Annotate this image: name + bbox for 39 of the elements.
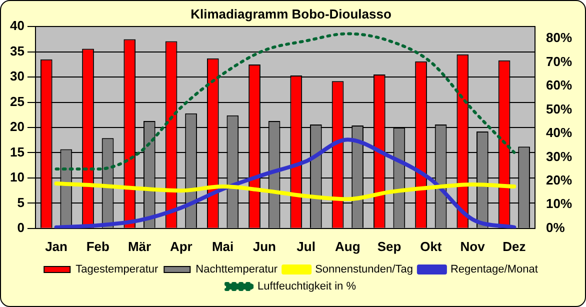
- y2-tick-label: 30%: [546, 148, 572, 164]
- x-tick-label: Apr: [170, 238, 192, 254]
- y2-tick-label: 10%: [546, 196, 572, 212]
- y-tick-label: 10: [10, 170, 24, 185]
- y-tick-label: 0: [17, 220, 24, 235]
- y2-tick-label: 70%: [546, 54, 572, 69]
- x-tick-label: Dez: [502, 238, 526, 254]
- legend-label: Tagestemperatur: [76, 264, 158, 276]
- x-tick-label: Feb: [86, 238, 110, 254]
- line-series: [54, 32, 516, 171]
- y2-tick-label: 20%: [546, 172, 572, 188]
- y-tick-label: 25: [10, 94, 24, 109]
- x-tick-label: Jul: [296, 238, 316, 254]
- y2-tick-label: 40%: [546, 125, 572, 140]
- legend-label: Luftfeuchtigkeit in %: [258, 280, 356, 293]
- y-tick-label: 35: [10, 43, 24, 58]
- x-tick-label: Mär: [128, 238, 152, 254]
- line-series: [54, 138, 516, 228]
- line-series: [54, 182, 516, 202]
- chart-title: Klimadiagramm Bobo-Dioulasso: [190, 6, 392, 22]
- x-tick-label: Mai: [212, 238, 234, 254]
- legend-label: Sonnenstunden/Tag: [315, 264, 413, 276]
- legend-label: Regentage/Monat: [450, 264, 538, 276]
- y-tick-label: 30: [10, 68, 24, 84]
- x-tick-label: Sep: [377, 238, 402, 254]
- x-tick-label: Jan: [45, 238, 68, 254]
- y2-tick-label: 0%: [546, 220, 566, 235]
- y-tick-label: 20: [10, 119, 24, 134]
- x-tick-label: Jun: [252, 238, 276, 254]
- x-tick-label: Aug: [335, 238, 360, 254]
- legend-label: Nachttemperatur: [196, 264, 278, 276]
- y-tick-label: 15: [10, 144, 24, 160]
- x-tick-label: Nov: [460, 238, 486, 254]
- y2-tick-label: 50%: [546, 101, 572, 116]
- y2-tick-label: 60%: [546, 78, 572, 93]
- y-tick-label: 5: [17, 194, 24, 210]
- y-tick-label: 40: [10, 18, 24, 34]
- y2-tick-label: 80%: [546, 30, 572, 46]
- x-tick-label: Okt: [420, 238, 442, 254]
